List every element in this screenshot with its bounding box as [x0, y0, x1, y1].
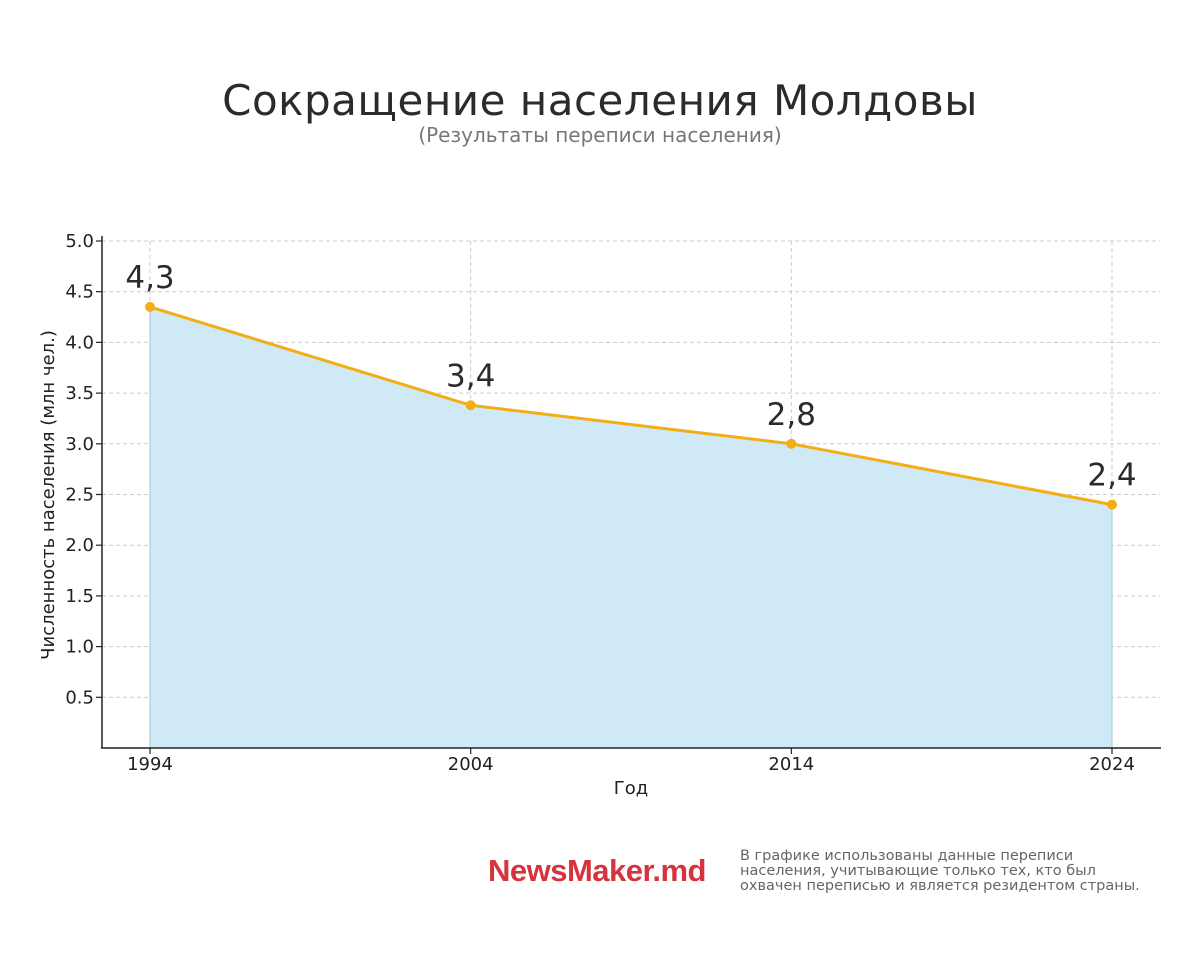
x-axis-label: Год — [614, 778, 648, 799]
note-line: охвачен переписью и является резидентом … — [740, 878, 1140, 894]
y-tick-label: 0.5 — [65, 687, 94, 708]
area-fill — [150, 306, 1112, 748]
x-tick-label: 1994 — [127, 754, 173, 775]
note-line: В графике использованы данные переписи — [740, 848, 1074, 864]
x-tick-label: 2004 — [448, 754, 494, 775]
y-tick-label: 4.5 — [65, 282, 94, 303]
y-tick-label: 3.0 — [65, 434, 94, 455]
y-tick-label: 1.5 — [65, 586, 94, 607]
note-line: населения, учитывающие только тех, кто б… — [740, 863, 1096, 879]
y-tick-label: 4.0 — [65, 332, 94, 353]
chart-title: Сокращение населения Молдовы — [222, 76, 978, 125]
y-axis-label: Численность населения (млн чел.) — [38, 330, 59, 660]
data-label: 2,8 — [767, 397, 816, 433]
y-tick-label: 2.5 — [65, 485, 94, 506]
chart-subtitle: (Результаты переписи населения) — [418, 123, 782, 147]
x-tick-label: 2014 — [768, 754, 814, 775]
y-tick-label: 2.0 — [65, 535, 94, 556]
data-label: 4,3 — [125, 260, 174, 296]
data-point — [786, 438, 797, 449]
y-tick-label: 1.0 — [65, 637, 94, 658]
footer-note: В графике использованы данные переписи н… — [740, 849, 1200, 894]
data-label: 3,4 — [446, 358, 495, 394]
data-point — [145, 301, 155, 312]
series-line — [149, 305, 1113, 507]
y-tick-label: 5.0 — [65, 231, 94, 252]
newsmaker-logo: NewsMaker.md — [488, 853, 707, 888]
data-point — [465, 400, 476, 411]
x-tick-label: 2024 — [1089, 754, 1135, 775]
y-tick-label: 3.5 — [65, 383, 94, 404]
data-label: 2,4 — [1087, 458, 1136, 494]
data-point — [1107, 499, 1117, 510]
